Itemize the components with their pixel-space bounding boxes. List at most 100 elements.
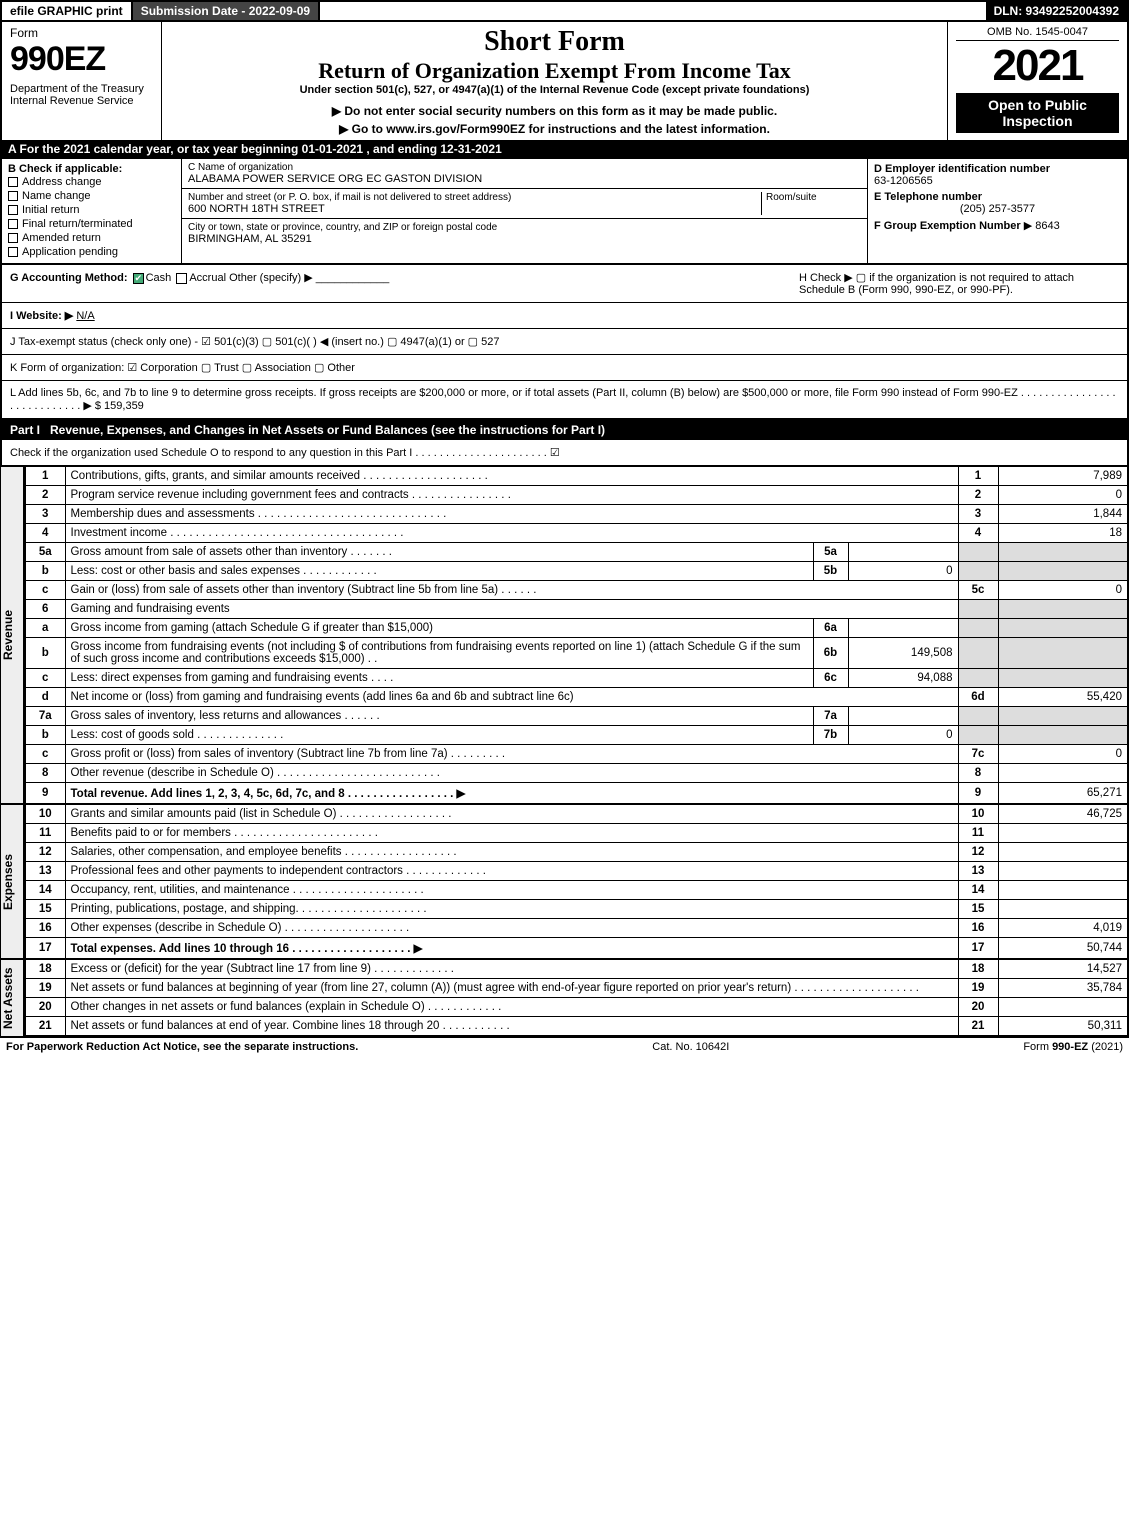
sub-line-value — [848, 543, 958, 562]
section-i: I Website: ▶ N/A — [0, 303, 1129, 329]
netassets-table: 18Excess or (deficit) for the year (Subt… — [24, 959, 1129, 1037]
return-title: Return of Organization Exempt From Incom… — [170, 58, 939, 84]
submission-date: Submission Date - 2022-09-09 — [133, 2, 320, 20]
line-number: 5a — [25, 543, 65, 562]
tax-year: 2021 — [956, 41, 1119, 91]
line-row: bGross income from fundraising events (n… — [25, 638, 1128, 669]
line-row: cGross profit or (loss) from sales of in… — [25, 745, 1128, 764]
top-bar: efile GRAPHIC print Submission Date - 20… — [0, 0, 1129, 22]
c-street-label: Number and street (or P. O. box, if mail… — [188, 192, 761, 203]
line-number: 1 — [25, 467, 65, 486]
line-ref-shaded — [958, 562, 998, 581]
sub-line-label: 6a — [813, 619, 848, 638]
line-description: Other changes in net assets or fund bala… — [65, 998, 958, 1017]
chk-cash[interactable] — [133, 273, 144, 284]
line-amount — [998, 881, 1128, 900]
line-amount-shaded — [998, 638, 1128, 669]
line-description: Net assets or fund balances at end of ye… — [65, 1017, 958, 1037]
under-section-text: Under section 501(c), 527, or 4947(a)(1)… — [170, 84, 939, 96]
netassets-block: Net Assets 18Excess or (deficit) for the… — [0, 959, 1129, 1037]
c-city-label: City or town, state or province, country… — [188, 222, 861, 233]
sub-line-label: 5a — [813, 543, 848, 562]
expenses-block: Expenses 10Grants and similar amounts pa… — [0, 804, 1129, 959]
sub-line-label: 7a — [813, 707, 848, 726]
line-row: 8Other revenue (describe in Schedule O) … — [25, 764, 1128, 783]
line-number: 12 — [25, 843, 65, 862]
line-amount — [998, 764, 1128, 783]
line-amount — [998, 862, 1128, 881]
line-amount: 35,784 — [998, 979, 1128, 998]
chk-initial-return[interactable]: Initial return — [8, 203, 175, 217]
f-label: F Group Exemption Number ▶ 8643 — [874, 219, 1121, 232]
line-description: Program service revenue including govern… — [65, 486, 958, 505]
line-amount: 0 — [998, 486, 1128, 505]
chk-address-change[interactable]: Address change — [8, 175, 175, 189]
form-label: Form — [10, 26, 153, 40]
line-number: 2 — [25, 486, 65, 505]
line-number: c — [25, 669, 65, 688]
revenue-table: 1Contributions, gifts, grants, and simil… — [24, 466, 1129, 804]
line-ref: 10 — [958, 805, 998, 824]
line-row: 6Gaming and fundraising events — [25, 600, 1128, 619]
line-row: 11Benefits paid to or for members . . . … — [25, 824, 1128, 843]
part1-check: Check if the organization used Schedule … — [0, 440, 1129, 466]
footer-form: Form 990-EZ (2021) — [1023, 1041, 1123, 1053]
line-amount: 50,311 — [998, 1017, 1128, 1037]
line-amount — [998, 843, 1128, 862]
line-amount-shaded — [998, 726, 1128, 745]
line-ref-shaded — [958, 707, 998, 726]
line-row: cLess: direct expenses from gaming and f… — [25, 669, 1128, 688]
c-name-label: C Name of organization — [188, 162, 861, 173]
line-ref: 12 — [958, 843, 998, 862]
line-ref: 21 — [958, 1017, 998, 1037]
line-description: Less: cost or other basis and sales expe… — [65, 562, 813, 581]
sub-line-value — [848, 619, 958, 638]
chk-final-return[interactable]: Final return/terminated — [8, 217, 175, 231]
e-label: E Telephone number — [874, 191, 1121, 203]
chk-application-pending[interactable]: Application pending — [8, 245, 175, 259]
line-number: a — [25, 619, 65, 638]
netassets-vlabel: Net Assets — [0, 959, 24, 1037]
line-row: 19Net assets or fund balances at beginni… — [25, 979, 1128, 998]
line-amount-shaded — [998, 619, 1128, 638]
line-number: 7a — [25, 707, 65, 726]
line-ref: 13 — [958, 862, 998, 881]
line-description: Membership dues and assessments . . . . … — [65, 505, 958, 524]
line-amount: 55,420 — [998, 688, 1128, 707]
efile-print-label[interactable]: efile GRAPHIC print — [2, 2, 133, 20]
revenue-block: Revenue 1Contributions, gifts, grants, a… — [0, 466, 1129, 804]
line-number: b — [25, 562, 65, 581]
line-number: b — [25, 638, 65, 669]
form-number: 990EZ — [10, 40, 153, 79]
line-row: 18Excess or (deficit) for the year (Subt… — [25, 960, 1128, 979]
line-row: 20Other changes in net assets or fund ba… — [25, 998, 1128, 1017]
section-c: C Name of organization ALABAMA POWER SER… — [182, 159, 867, 263]
line-ref: 7c — [958, 745, 998, 764]
instructions-link[interactable]: ▶ Go to www.irs.gov/Form990EZ for instru… — [170, 122, 939, 136]
line-ref: 19 — [958, 979, 998, 998]
line-row: 12Salaries, other compensation, and empl… — [25, 843, 1128, 862]
line-description: Total revenue. Add lines 1, 2, 3, 4, 5c,… — [65, 783, 958, 804]
b-label: B Check if applicable: — [8, 163, 175, 175]
line-number: 3 — [25, 505, 65, 524]
sub-line-value — [848, 707, 958, 726]
line-description: Gross amount from sale of assets other t… — [65, 543, 813, 562]
line-number: 8 — [25, 764, 65, 783]
line-ref: 20 — [958, 998, 998, 1017]
line-ref: 3 — [958, 505, 998, 524]
page-footer: For Paperwork Reduction Act Notice, see … — [0, 1037, 1129, 1056]
line-amount-shaded — [998, 562, 1128, 581]
chk-amended-return[interactable]: Amended return — [8, 231, 175, 245]
line-description: Net assets or fund balances at beginning… — [65, 979, 958, 998]
chk-accrual[interactable] — [176, 273, 187, 284]
section-def: D Employer identification number 63-1206… — [867, 159, 1127, 263]
line-description: Benefits paid to or for members . . . . … — [65, 824, 958, 843]
section-l: L Add lines 5b, 6c, and 7b to line 9 to … — [0, 381, 1129, 420]
expenses-vlabel: Expenses — [0, 804, 24, 959]
line-amount-shaded — [998, 669, 1128, 688]
sub-line-value: 0 — [848, 562, 958, 581]
chk-name-change[interactable]: Name change — [8, 189, 175, 203]
line-description: Printing, publications, postage, and shi… — [65, 900, 958, 919]
line-description: Gross income from gaming (attach Schedul… — [65, 619, 813, 638]
org-city: BIRMINGHAM, AL 35291 — [188, 233, 861, 245]
